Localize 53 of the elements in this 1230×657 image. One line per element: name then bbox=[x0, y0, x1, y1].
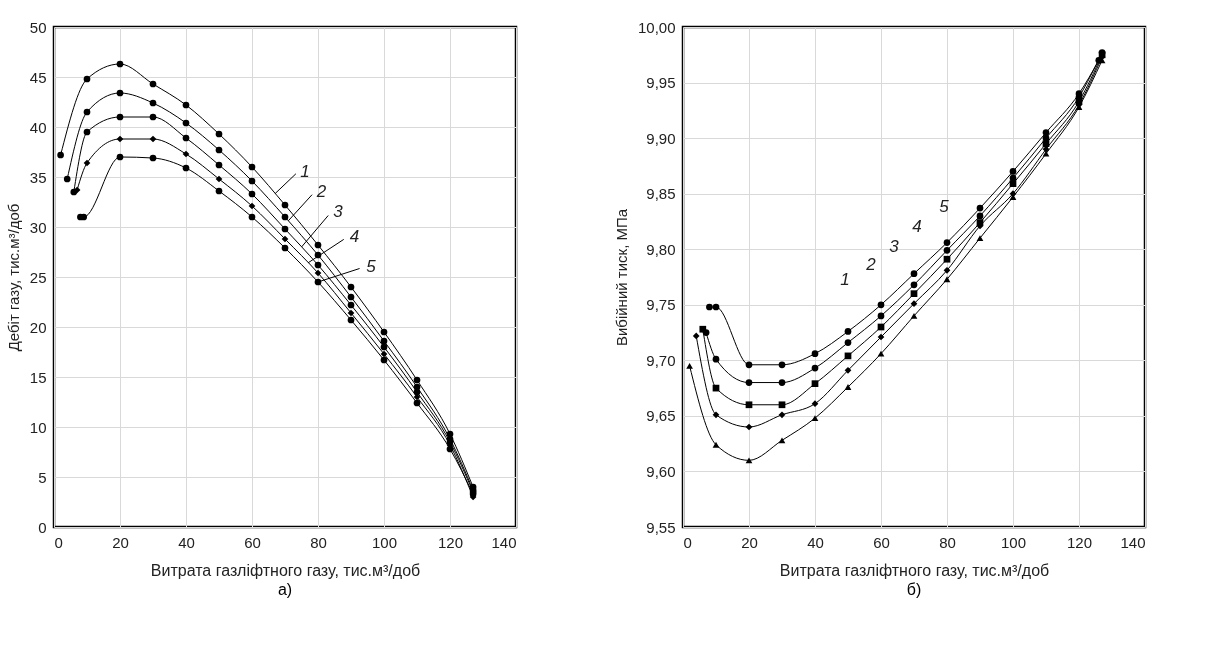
x-tick-label: 80 bbox=[310, 533, 327, 551]
x-tick-label: 20 bbox=[112, 533, 129, 551]
x-tick-label: 100 bbox=[371, 533, 398, 551]
y-tick-label: 9,70 bbox=[646, 351, 676, 369]
y-axis-title: Вибійний тиск, МПа bbox=[612, 208, 630, 347]
x-tick-label: 140 bbox=[491, 533, 517, 551]
x-tick-label: 120 bbox=[437, 533, 464, 551]
y-tick-label: 20 bbox=[29, 318, 47, 336]
annotation: 4 bbox=[912, 217, 922, 236]
y-tick-label: 5 bbox=[38, 468, 47, 486]
legend-label: 2 bbox=[315, 181, 327, 201]
y-tick-label: 50 bbox=[29, 18, 47, 36]
legend-label: 5 bbox=[366, 257, 377, 276]
y-tick-label: 9,80 bbox=[646, 240, 676, 258]
annotation: 5 bbox=[939, 197, 950, 216]
x-tick-label: 40 bbox=[807, 533, 824, 551]
y-tick-label: 0 bbox=[38, 518, 47, 536]
x-tick-label: 20 bbox=[741, 533, 758, 551]
text: б) bbox=[906, 581, 922, 598]
y-tick-label: 35 bbox=[29, 168, 47, 186]
legend-label: 3 bbox=[333, 202, 344, 221]
x-tick-label: 80 bbox=[939, 533, 956, 551]
y-tick-label: 15 bbox=[29, 368, 47, 386]
y-tick-label: 25 bbox=[29, 268, 47, 286]
y-axis-title: Дебіт газу, тис.м³/доб bbox=[4, 203, 22, 352]
y-tick-label: 10 bbox=[29, 418, 47, 436]
y-tick-label: 9,75 bbox=[646, 296, 676, 314]
x-tick-label: 0 bbox=[54, 533, 63, 551]
y-tick-label: 9,65 bbox=[646, 407, 676, 425]
y-tick-label: 9,95 bbox=[646, 74, 676, 92]
x-axis-title: Витрата газліфтного газу, тис.м³/доб bbox=[150, 561, 421, 579]
x-tick-label: 100 bbox=[1000, 533, 1027, 551]
x-tick-label: 60 bbox=[873, 533, 890, 551]
x-tick-label: 40 bbox=[178, 533, 195, 551]
annotation: 1 bbox=[840, 270, 850, 289]
x-axis-title: Витрата газліфтного газу, тис.м³/доб bbox=[779, 561, 1050, 579]
x-tick-label: 0 bbox=[683, 533, 692, 551]
text: а) bbox=[277, 581, 293, 598]
y-tick-label: 30 bbox=[29, 218, 47, 236]
y-tick-label: 40 bbox=[29, 118, 47, 136]
annotation: 2 bbox=[865, 255, 877, 274]
y-tick-label: 9,90 bbox=[646, 129, 676, 147]
x-tick-label: 120 bbox=[1066, 533, 1093, 551]
legend-label: 4 bbox=[349, 226, 360, 246]
y-tick-label: 45 bbox=[29, 68, 47, 86]
y-tick-label: 9,55 bbox=[646, 518, 676, 536]
y-tick-label: 9,85 bbox=[646, 185, 676, 203]
annotation: 3 bbox=[889, 237, 900, 256]
y-tick-label: 9,60 bbox=[646, 462, 676, 480]
series-label: 1 bbox=[300, 161, 310, 181]
x-tick-label: 60 bbox=[244, 533, 261, 551]
y-tick-label: 10,00 bbox=[637, 18, 676, 36]
x-tick-label: 140 bbox=[1120, 533, 1146, 551]
